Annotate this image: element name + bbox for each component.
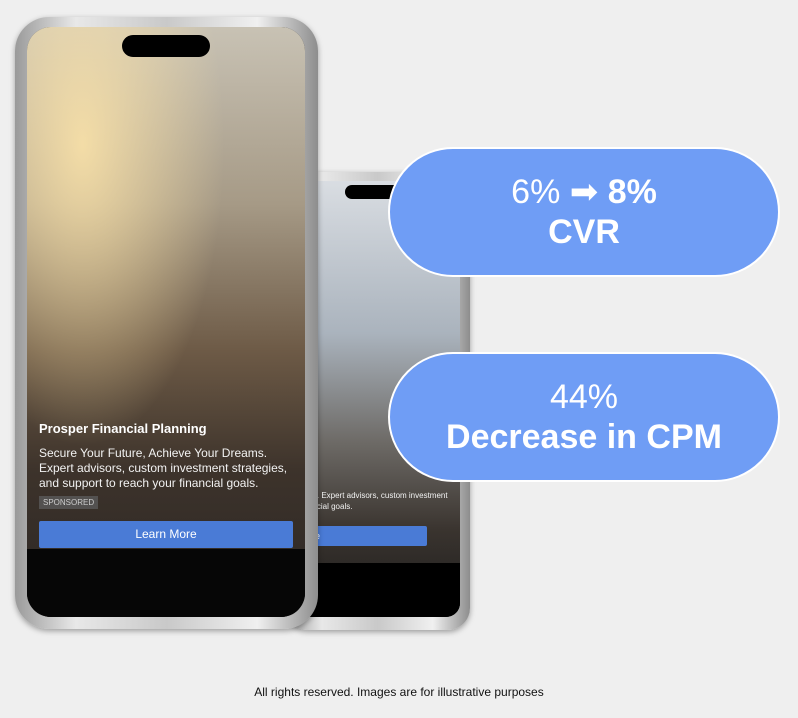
cpm-stat-pill: 44% Decrease in CPM (388, 352, 780, 482)
footer-disclaimer: All rights reserved. Images are for illu… (254, 685, 544, 699)
ad-title: Prosper Financial Planning (39, 421, 207, 436)
ad-image (27, 27, 305, 617)
cvr-stat-pill: 6% ➡ 8% CVR (388, 147, 780, 277)
cvr-from: 6% (511, 173, 561, 211)
arrow-right-icon: ➡ (569, 173, 599, 211)
cpm-value: 44% (549, 378, 619, 416)
cpm-label: Decrease in CPM (446, 418, 722, 456)
cvr-to: 8% (607, 173, 657, 211)
learn-more-button[interactable]: Learn More (39, 521, 293, 548)
front-phone-screen: Prosper Financial Planning Secure Your F… (27, 27, 305, 617)
front-phone: Prosper Financial Planning Secure Your F… (15, 17, 318, 629)
camera-notch (122, 35, 210, 57)
cvr-label: CVR (548, 213, 620, 251)
ad-body: Secure Your Future, Achieve Your Dreams.… (39, 446, 288, 490)
ad-body: Secure Your Future, Achieve Your Dreams.… (295, 491, 448, 511)
sponsored-badge: SPONSORED (39, 496, 99, 509)
